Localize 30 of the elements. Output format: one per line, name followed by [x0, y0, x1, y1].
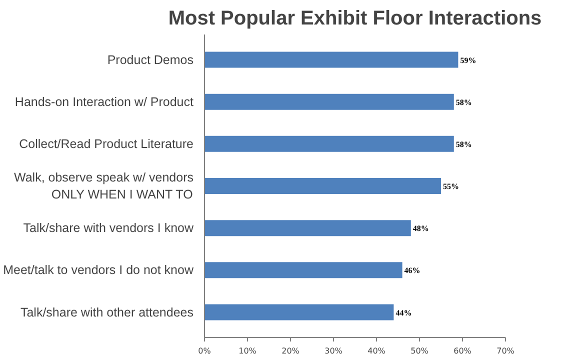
data-label: 58%	[456, 98, 472, 107]
data-label: 59%	[460, 56, 476, 65]
bar	[204, 136, 454, 152]
bar	[204, 262, 402, 278]
bar	[204, 94, 454, 110]
data-label: 44%	[396, 308, 412, 318]
data-label: 58%	[456, 140, 472, 149]
y-tick-label: Collect/Read Product Literature	[19, 136, 194, 151]
x-tick-label: 70%	[496, 346, 515, 356]
chart-title: Most Popular Exhibit Floor Interactions	[168, 8, 542, 30]
x-tick-label: 20%	[282, 346, 300, 356]
bar	[204, 52, 458, 68]
bar	[204, 304, 394, 320]
x-tick-label: 40%	[368, 346, 386, 356]
data-label: 48%	[412, 224, 429, 234]
bar	[204, 220, 411, 236]
y-tick-label: Product Demos	[107, 52, 194, 67]
x-tick-label: 10%	[238, 346, 257, 356]
y-tick-label: Hands-on Interaction w/ Product	[14, 94, 194, 109]
x-tick-label: 30%	[324, 346, 343, 356]
x-tick-label: 50%	[410, 346, 429, 356]
y-tick-label: Walk, observe speak w/ vendors ONLY WHEN I WANT TO	[14, 170, 194, 202]
data-label: 46%	[404, 266, 420, 276]
y-tick-label: Talk/share with other attendees	[20, 305, 194, 320]
y-tick-label: Talk/share with vendors I know	[23, 221, 194, 236]
x-tick-label: 0%	[198, 346, 212, 356]
x-tick-label: 60%	[454, 346, 472, 356]
data-label: 55%	[443, 182, 459, 191]
y-tick-label: Meet/talk to vendors I do not know	[3, 263, 194, 278]
bar	[204, 178, 441, 194]
